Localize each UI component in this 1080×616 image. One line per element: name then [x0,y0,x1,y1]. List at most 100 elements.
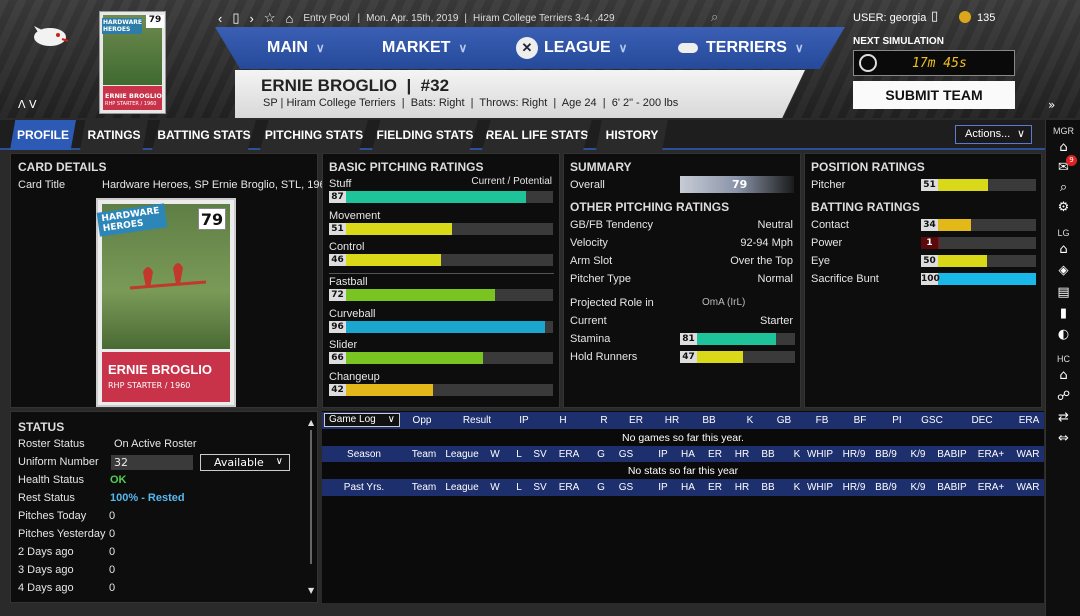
next-sim-label: NEXT SIMULATION [853,36,944,47]
actions-dropdown[interactable]: Actions... ∨ [955,125,1032,144]
team-info: Hiram College Terriers 3-4, .429 [473,12,615,24]
tab-batting-stats[interactable]: BATTING STATS [152,120,256,150]
news-icon[interactable]: ▤ [1057,285,1070,300]
user-label[interactable]: USER: georgia [853,12,927,24]
tab-ratings[interactable]: RATINGS [80,120,148,150]
game-log-select-label: Game Log [329,414,376,425]
other-rating-label: Pitcher Type [570,273,631,285]
pitch-rating-value: 42 [329,384,346,396]
sidebar-lg-label: LG [1057,228,1070,238]
submit-team-button[interactable]: SUBMIT TEAM [853,81,1015,109]
season-stats-col-header: G [597,449,605,460]
nav-main-label: MAIN [267,39,308,56]
season-stats-col-header: HR/9 [842,449,866,460]
stats-chart-icon[interactable]: ▮ [1059,306,1068,321]
mail-icon[interactable]: ✉ [1058,160,1069,175]
uniform-number-field[interactable]: 32 [111,455,193,470]
overall-rating-bar: 79 [680,176,794,193]
star-icon[interactable]: ☆ [263,10,276,25]
coin-icon [959,11,971,23]
transactions-icon[interactable]: ⇔ [1058,431,1069,446]
other-rating-label: Velocity [570,237,608,249]
team-home-icon[interactable]: ⌂ [1059,368,1068,383]
game-log-header: Opp Result IP H R ER HR BB K GB FB BF PI GSC DEC ERA [322,412,1044,429]
home-icon[interactable]: ⌂ [1059,140,1068,155]
expand-arrow-icon[interactable]: » [1048,98,1056,112]
nav-terriers[interactable]: TERRIERS ∨ [678,27,804,69]
season-stats-header: Season Team League W L SV ERA G GS IP HA ER HR BB K WHI… [322,446,1044,463]
status-scrollbar[interactable]: ▲ ▼ [308,418,315,595]
back-arrow-icon[interactable]: ‹ [218,10,223,26]
collapse-arrows[interactable]: ᐱ ᐯ [18,98,37,111]
game-log-col-header: GB [776,415,792,426]
batting-rating-bar-fill [938,237,939,249]
pitch-count-value: 0 [109,564,116,576]
tab-real-life-stats[interactable]: REAL LIFE STATS [482,120,592,150]
game-log-col-header: R [600,415,608,426]
game-log-col-header: PI [892,415,902,426]
pitch-rating-bar: 87 [329,191,553,203]
season-stats-col-header: SV [533,449,547,460]
past-years-col-header: SV [533,482,547,493]
baseball-icon[interactable]: ◐ [1057,327,1070,342]
availability-value: Available [214,456,264,469]
basic-pitching-title: BASIC PITCHING RATINGS [329,160,484,174]
right-sidebar: MGR ⌂ ✉ 9 ⌕ ⚙ LG ⌂ ◈ ▤ ▮ ◐ HC ⌂ ☍ ⇄ ⇔ [1045,120,1080,616]
game-log-col-header: IP [519,415,529,426]
league-home-icon[interactable]: ⌂ [1059,242,1068,257]
phone-icon[interactable]: ▯ [931,9,939,24]
nav-market[interactable]: MARKET ∨ [382,27,467,69]
pitch-rating-label: Changeup [329,371,380,383]
pitch-count-value: 0 [109,528,116,540]
trade-icon[interactable]: ⇄ [1058,410,1069,425]
pitch-rating-bar-fill [346,254,442,266]
home-icon[interactable]: ⌂ [285,10,294,26]
tab-history[interactable]: HISTORY [596,120,668,150]
game-log-col-header: H [559,415,567,426]
card-thumbnail[interactable]: HARDWARE HEROES 79 ERNIE BROGLIO RHP STA… [99,11,166,114]
forward-arrow-icon[interactable]: › [249,10,254,26]
entry-pool-link[interactable]: Entry Pool [303,12,350,24]
pitch-rating-bar-fill [346,289,496,301]
gear-icon[interactable]: ⚙ [1057,200,1070,215]
pitch-count-label: 4 Days ago [18,582,74,594]
search-icon[interactable]: ⌕ [711,10,719,25]
tab-profile[interactable]: PROFILE [10,120,76,150]
batting-rating-value: 50 [921,255,938,267]
past-years-col-header: Past Yrs. [343,482,385,493]
past-years-col-header: HA [681,482,695,493]
card-thumbnail-rating: 79 [146,15,164,28]
other-rating-value: Normal [757,273,793,285]
search-icon[interactable]: ⌕ [1059,180,1068,195]
availability-dropdown[interactable]: Available ∨ [200,454,290,471]
other-rating-label: GB/FB Tendency [570,219,653,231]
tab-pitching-stats[interactable]: PITCHING STATS [260,120,368,150]
batting-rating-bar-fill [938,219,972,231]
season-stats-col-header: WHIP [806,449,834,460]
season-stats-empty-msg: No stats so far this year [322,462,1044,479]
past-years-col-header: BABIP [937,482,967,493]
pitch-rating-bar: 66 [329,352,553,364]
current-role-label: Current [570,315,607,327]
tab-fielding-stats[interactable]: FIELDING STATS [372,120,478,150]
roster-icon[interactable]: ☍ [1056,389,1071,404]
next-sim-timer-box: 17m 45s [853,50,1015,76]
window-icon[interactable]: ▯ [232,10,240,25]
projected-role-value: OmA (IrL) [702,297,746,308]
season-stats-col-header: ERA+ [977,449,1005,460]
pitch-rating-label: Slider [329,339,358,351]
notification-badge: 9 [1066,155,1077,166]
other-pitching-title: OTHER PITCHING RATINGS [570,200,730,214]
game-log-select[interactable]: Game Log ∨ [324,413,400,427]
nav-main[interactable]: MAIN ∨ [267,27,325,69]
nav-league[interactable]: ✕ LEAGUE ∨ [516,27,627,69]
past-years-col-header: ERA [558,482,580,493]
pitch-rating-bar-fill [346,352,483,364]
pitch-rating-label: Movement [329,210,381,222]
card-details-panel: CARD DETAILS Card Title Hardware Heroes,… [10,153,332,408]
card-name: ERNIE BROGLIO [108,362,213,377]
standings-icon[interactable]: ◈ [1058,263,1069,278]
batting-rating-label: Contact [811,219,849,231]
season-stats-col-header: WAR [1016,449,1040,460]
header: ᐱ ᐯ HARDWARE HEROES 79 ERNIE BROGLIO RHP… [0,0,1080,118]
